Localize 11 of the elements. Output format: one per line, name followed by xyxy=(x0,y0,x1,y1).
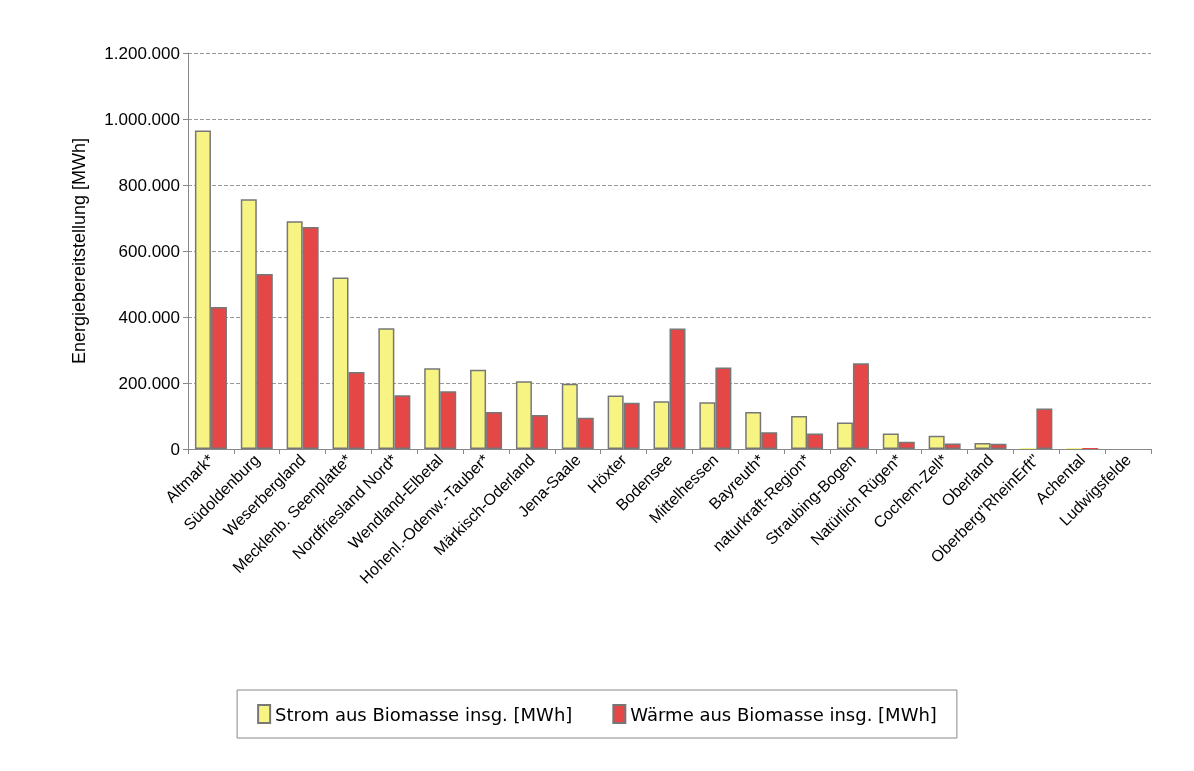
y-tick-label: 0 xyxy=(170,439,180,459)
y-axis-title: Energiebereitstellung [MWh] xyxy=(69,137,89,365)
bar xyxy=(1036,408,1053,449)
y-tick-label: 600.000 xyxy=(118,241,180,261)
y-tick-label: 1.200.000 xyxy=(104,43,180,63)
y-tick-label: 400.000 xyxy=(118,307,180,327)
legend-label: Strom aus Biomasse insg. [MWh] xyxy=(275,703,573,725)
y-tick-label: 200.000 xyxy=(118,373,180,393)
y-tick-label: 800.000 xyxy=(118,175,180,195)
y-tick-label: 1.000.000 xyxy=(104,109,180,129)
legend-label: Wärme aus Biomasse insg. [MWh] xyxy=(630,703,937,725)
